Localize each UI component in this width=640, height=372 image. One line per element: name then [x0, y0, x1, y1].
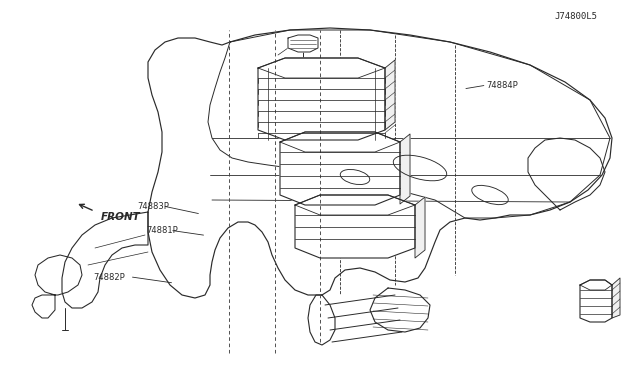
- Polygon shape: [288, 35, 318, 52]
- Text: J74800L5: J74800L5: [554, 12, 598, 21]
- Polygon shape: [280, 132, 400, 205]
- Polygon shape: [400, 134, 410, 204]
- Text: FRONT: FRONT: [101, 212, 141, 221]
- Polygon shape: [308, 295, 335, 345]
- Polygon shape: [580, 280, 612, 322]
- Polygon shape: [258, 58, 385, 140]
- Polygon shape: [148, 28, 612, 298]
- Polygon shape: [612, 278, 620, 318]
- Polygon shape: [528, 138, 605, 210]
- Text: 74881P: 74881P: [146, 226, 178, 235]
- Polygon shape: [32, 255, 82, 318]
- Text: 74884P: 74884P: [486, 81, 518, 90]
- Text: 74883P: 74883P: [138, 202, 170, 211]
- Polygon shape: [415, 197, 425, 258]
- Polygon shape: [295, 195, 415, 258]
- Polygon shape: [62, 212, 148, 308]
- Polygon shape: [370, 288, 430, 332]
- Polygon shape: [385, 60, 395, 130]
- Text: 74882P: 74882P: [93, 273, 125, 282]
